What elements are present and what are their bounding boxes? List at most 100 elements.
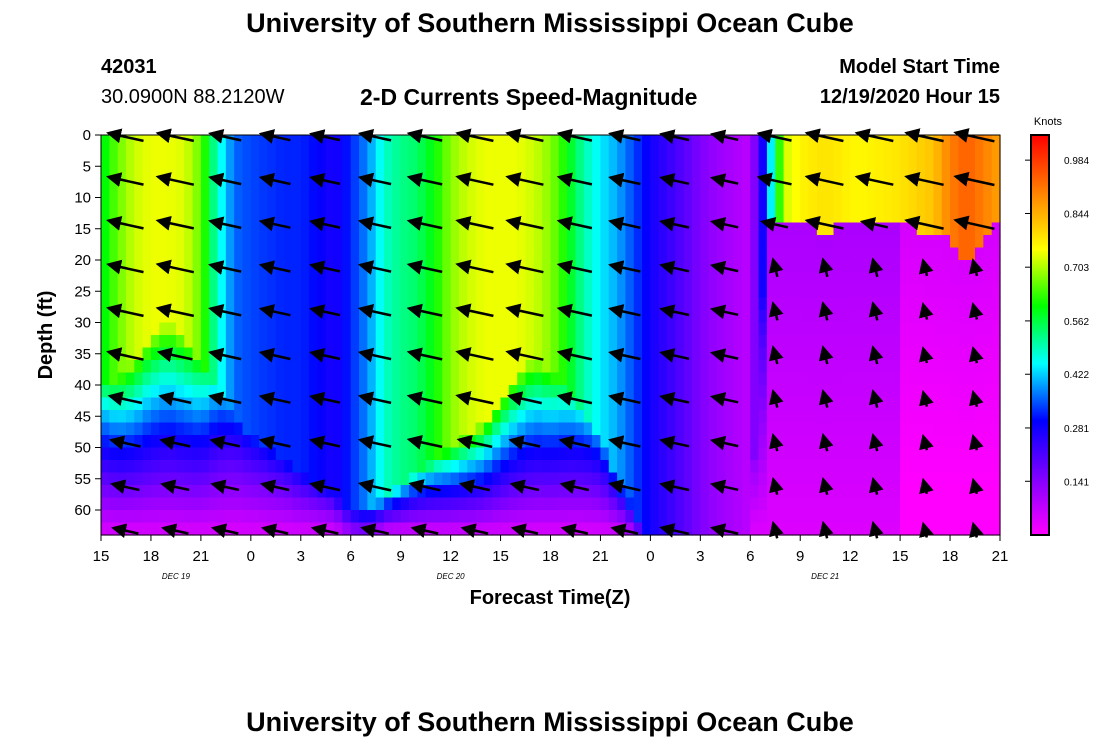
heatmap-cell bbox=[259, 497, 269, 511]
heatmap-cell bbox=[592, 210, 602, 224]
heatmap-cell bbox=[558, 485, 568, 499]
heatmap-cell bbox=[866, 210, 876, 224]
heatmap-cell bbox=[242, 485, 252, 499]
heatmap-cell bbox=[384, 335, 393, 349]
heatmap-cell bbox=[800, 197, 810, 211]
heatmap-cell bbox=[650, 197, 660, 211]
heatmap-cell bbox=[392, 297, 402, 311]
heatmap-cell bbox=[650, 372, 660, 386]
heatmap-cell bbox=[766, 247, 776, 261]
current-vector-arrow bbox=[868, 476, 884, 496]
heatmap-cell bbox=[833, 510, 843, 524]
heatmap-cell bbox=[542, 422, 552, 436]
heatmap-cell bbox=[150, 360, 160, 374]
heatmap-cell bbox=[716, 360, 726, 374]
heatmap-cell bbox=[450, 497, 460, 511]
heatmap-cell bbox=[292, 410, 302, 424]
heatmap-cell bbox=[292, 360, 302, 374]
heatmap-cell bbox=[350, 185, 360, 199]
heatmap-cell bbox=[675, 222, 685, 236]
heatmap-cell bbox=[517, 222, 527, 236]
heatmap-cell bbox=[558, 497, 568, 511]
current-vector-arrow bbox=[608, 391, 641, 407]
heatmap-cell bbox=[533, 472, 543, 486]
heatmap-cell bbox=[825, 272, 835, 286]
heatmap-cell bbox=[417, 160, 427, 174]
heatmap-cell bbox=[350, 297, 360, 311]
heatmap-cell bbox=[891, 247, 901, 261]
heatmap-cell bbox=[225, 360, 235, 374]
heatmap-cell bbox=[741, 360, 751, 374]
heatmap-cell bbox=[716, 235, 726, 249]
heatmap-cell bbox=[525, 472, 535, 486]
heatmap-cell bbox=[217, 410, 227, 424]
heatmap-cell bbox=[200, 360, 210, 374]
heatmap-cell bbox=[125, 372, 135, 386]
heatmap-cell bbox=[134, 497, 144, 511]
heatmap-cell bbox=[259, 285, 269, 299]
current-vector-arrow bbox=[854, 172, 894, 187]
heatmap-cell bbox=[284, 235, 294, 249]
heatmap-cell bbox=[292, 435, 302, 449]
heatmap-cell bbox=[891, 460, 901, 474]
heatmap-cell bbox=[741, 335, 751, 349]
heatmap-cell bbox=[800, 260, 810, 274]
heatmap-cell bbox=[758, 185, 768, 199]
heatmap-cell bbox=[142, 285, 152, 299]
current-vector-arrow bbox=[869, 520, 884, 539]
heatmap-cell bbox=[975, 422, 984, 436]
colorbar-legend: Knots 0.1410.2810.4220.5620.7030.8440.98… bbox=[1025, 116, 1089, 536]
heatmap-cell bbox=[325, 210, 335, 224]
heatmap-cell bbox=[275, 185, 285, 199]
heatmap-cell bbox=[367, 410, 377, 424]
heatmap-cell bbox=[933, 347, 943, 361]
heatmap-cell bbox=[800, 485, 810, 499]
heatmap-cell bbox=[250, 222, 260, 236]
heatmap-cell bbox=[525, 272, 535, 286]
heatmap-cell bbox=[309, 510, 319, 524]
heatmap-cell bbox=[925, 197, 934, 211]
heatmap-cell bbox=[567, 210, 577, 224]
heatmap-cell bbox=[642, 135, 651, 149]
heatmap-cell bbox=[192, 322, 202, 336]
heatmap-cell bbox=[850, 147, 860, 161]
heatmap-cell bbox=[192, 310, 202, 324]
heatmap-cell bbox=[392, 210, 402, 224]
heatmap-cell bbox=[450, 485, 460, 499]
heatmap-cell bbox=[958, 272, 968, 286]
heatmap-cell bbox=[625, 197, 635, 211]
heatmap-cell bbox=[708, 360, 718, 374]
heatmap-cell bbox=[109, 310, 119, 324]
heatmap-cell bbox=[433, 347, 443, 361]
heatmap-cell bbox=[608, 210, 618, 224]
heatmap-cell bbox=[775, 322, 785, 336]
heatmap-cell bbox=[117, 410, 127, 424]
heatmap-cell bbox=[725, 397, 735, 411]
heatmap-cell bbox=[825, 322, 835, 336]
heatmap-cell bbox=[575, 310, 585, 324]
heatmap-cell bbox=[101, 385, 110, 399]
heatmap-cell bbox=[209, 497, 219, 511]
heatmap-cell bbox=[858, 497, 868, 511]
heatmap-cell bbox=[675, 210, 685, 224]
heatmap-cell bbox=[142, 447, 152, 461]
heatmap-cell bbox=[433, 460, 443, 474]
heatmap-cell bbox=[900, 135, 910, 149]
heatmap-cell bbox=[850, 285, 860, 299]
heatmap-cell bbox=[500, 210, 510, 224]
heatmap-cell bbox=[400, 372, 410, 386]
heatmap-cell bbox=[425, 335, 435, 349]
heatmap-cell bbox=[467, 222, 477, 236]
heatmap-cell bbox=[467, 185, 477, 199]
heatmap-cell bbox=[184, 372, 194, 386]
heatmap-cell bbox=[825, 510, 835, 524]
heatmap-cell bbox=[492, 435, 502, 449]
colorbar-tick-label: 0.703 bbox=[1064, 263, 1089, 274]
heatmap-cell bbox=[900, 385, 910, 399]
heatmap-cell bbox=[841, 285, 851, 299]
heatmap-cell bbox=[592, 410, 602, 424]
heatmap-cell bbox=[167, 310, 177, 324]
heatmap-cell bbox=[642, 235, 651, 249]
heatmap-cell bbox=[350, 272, 360, 286]
heatmap-cell bbox=[583, 185, 593, 199]
